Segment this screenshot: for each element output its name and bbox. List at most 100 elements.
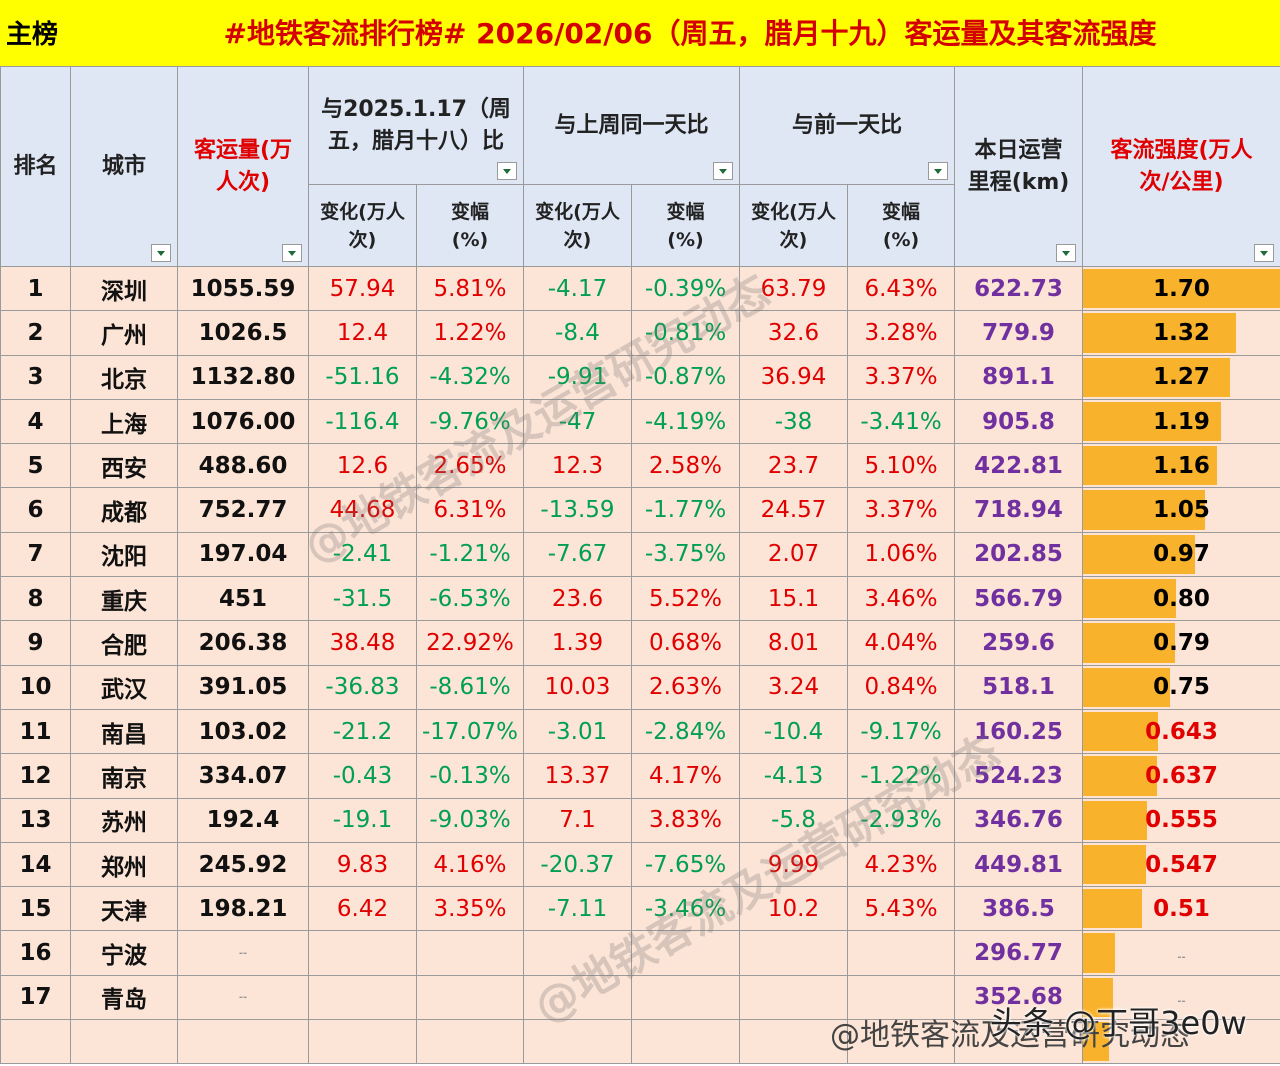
filter-dropdown-icon[interactable]	[151, 244, 171, 262]
pct-day-cell: 5.10%	[847, 443, 956, 489]
volume-cell	[177, 1019, 309, 1065]
intensity-value: 0.97	[1153, 541, 1210, 568]
change-day-cell: 24.57	[739, 487, 849, 533]
change-day-cell	[739, 1019, 849, 1065]
filter-dropdown-icon[interactable]	[928, 162, 949, 180]
change-day-cell: 8.01	[739, 620, 849, 666]
filter-dropdown-icon[interactable]	[713, 162, 734, 180]
pct-day-cell: 4.23%	[847, 841, 956, 888]
header-pct: 变幅(%)	[847, 184, 956, 267]
rank-cell: 2	[0, 310, 71, 356]
mileage-cell: 259.6	[954, 620, 1084, 666]
intensity-cell: 0.643	[1082, 708, 1280, 755]
volume-cell: 206.38	[177, 620, 309, 666]
change-day-cell: 2.07	[739, 531, 849, 578]
pct-yoy-cell: -17.07%	[416, 708, 524, 755]
table-row: 15 天津 198.21 6.42 3.35% -7.11 -3.46% 10.2 5.43% 3…	[0, 886, 1280, 932]
change-week-cell: -7.67	[523, 531, 632, 578]
intensity-cell: 1.19	[1082, 398, 1280, 445]
intensity-cell: 0.51	[1082, 886, 1280, 932]
table-row: 7 沈阳 197.04 -2.41 -1.21% -7.67 -3.75% 2.07 1.06%…	[0, 531, 1280, 578]
city-cell: 西安	[70, 443, 178, 489]
city-cell: 广州	[70, 310, 178, 356]
intensity-cell: --	[1082, 930, 1280, 976]
change-yoy-cell: -0.43	[308, 753, 417, 799]
rank-cell: 10	[0, 664, 71, 710]
change-week-cell: 13.37	[523, 753, 632, 799]
table-row: 1 深圳 1055.59 57.94 5.81% -4.17 -0.39% 63.79 6.43…	[0, 265, 1280, 312]
table-row: 5 西安 488.60 12.6 2.65% 12.3 2.58% 23.7 5.10% 422.…	[0, 443, 1280, 489]
intensity-bar	[1083, 623, 1175, 663]
change-yoy-cell: 9.83	[308, 841, 417, 888]
intensity-cell: 1.05	[1082, 487, 1280, 533]
page-title: #地铁客流排行榜# 2026/02/06（周五，腊月十九）客运量及其客流强度	[223, 17, 1157, 50]
change-day-cell: -38	[739, 398, 849, 445]
filter-dropdown-icon[interactable]	[497, 162, 517, 180]
change-week-cell: -47	[523, 398, 632, 445]
pct-day-cell: 6.43%	[847, 265, 956, 312]
city-cell: 宁波	[70, 930, 178, 976]
mileage-cell: 622.73	[954, 265, 1084, 312]
pct-day-cell: 3.28%	[847, 310, 956, 356]
change-yoy-cell: -36.83	[308, 664, 417, 710]
filter-dropdown-icon[interactable]	[1254, 244, 1275, 262]
intensity-cell: 1.27	[1082, 354, 1280, 400]
filter-dropdown-icon[interactable]	[1056, 244, 1077, 262]
intensity-bar	[1083, 889, 1143, 929]
rank-cell: 15	[0, 886, 71, 932]
change-yoy-cell: -19.1	[308, 797, 417, 843]
change-day-cell: -10.4	[739, 708, 849, 755]
change-day-cell: 3.24	[739, 664, 849, 710]
pct-yoy-cell: 22.92%	[416, 620, 524, 666]
pct-day-cell: -3.41%	[847, 398, 956, 445]
filter-dropdown-icon[interactable]	[282, 244, 302, 262]
pct-week-cell: -3.46%	[630, 886, 741, 932]
intensity-bar	[1083, 667, 1170, 707]
change-week-cell: 10.03	[523, 664, 632, 710]
rank-cell: 3	[0, 354, 71, 400]
pct-week-cell: -3.75%	[630, 531, 741, 578]
rank-cell: 14	[0, 841, 71, 888]
volume-cell: 334.07	[177, 753, 309, 799]
ranking-table: 排名 城市 客运量(万人次) 与2025.1.17（周五，腊月十八）比 与上周同…	[0, 66, 1280, 1065]
intensity-value: 1.27	[1153, 364, 1210, 391]
pct-yoy-cell: 2.65%	[416, 443, 524, 489]
intensity-value: 1.05	[1153, 497, 1210, 524]
header-rank: 排名	[0, 66, 71, 267]
change-day-cell: 9.99	[739, 841, 849, 888]
intensity-cell	[1082, 1019, 1280, 1065]
volume-cell: 1055.59	[177, 265, 309, 312]
pct-week-cell: 0.68%	[630, 620, 741, 666]
change-week-cell: 7.1	[523, 797, 632, 843]
volume-cell: 192.4	[177, 797, 309, 843]
pct-day-cell: 0.84%	[847, 664, 956, 710]
mileage-cell: 296.77	[954, 930, 1084, 976]
change-yoy-cell: 44.68	[308, 487, 417, 533]
pct-yoy-cell: -6.53%	[416, 576, 524, 622]
table-row: 12 南京 334.07 -0.43 -0.13% 13.37 4.17% -4.13 -1.2…	[0, 753, 1280, 799]
change-yoy-cell: -21.2	[308, 708, 417, 755]
pct-week-cell: 3.83%	[630, 797, 741, 843]
city-cell: 南京	[70, 753, 178, 799]
city-cell: 天津	[70, 886, 178, 932]
intensity-bar	[1083, 446, 1218, 486]
pct-day-cell: 1.06%	[847, 531, 956, 578]
change-week-cell: -20.37	[523, 841, 632, 888]
pct-week-cell: -1.77%	[630, 487, 741, 533]
intensity-cell: 1.16	[1082, 443, 1280, 489]
city-cell: 重庆	[70, 576, 178, 622]
change-day-cell: 10.2	[739, 886, 849, 932]
intensity-bar	[1083, 534, 1196, 575]
header-pct: 变幅(%)	[416, 184, 524, 267]
table-row: 17 青岛 -- 352.68 --	[0, 974, 1280, 1021]
header-group-day: 与前一天比	[739, 66, 956, 185]
header-intensity: 客流强度(万人次/公里)	[1082, 66, 1280, 267]
intensity-cell: 0.80	[1082, 576, 1280, 622]
pct-day-cell: 3.37%	[847, 487, 956, 533]
rank-cell: 17	[0, 974, 71, 1021]
pct-day-cell: 3.37%	[847, 354, 956, 400]
table-row: 10 武汉 391.05 -36.83 -8.61% 10.03 2.63% 3.24 0.84…	[0, 664, 1280, 710]
pct-week-cell: -4.19%	[630, 398, 741, 445]
city-cell: 青岛	[70, 974, 178, 1021]
table-row: 4 上海 1076.00 -116.4 -9.76% -47 -4.19% -38 -3.41%…	[0, 398, 1280, 445]
